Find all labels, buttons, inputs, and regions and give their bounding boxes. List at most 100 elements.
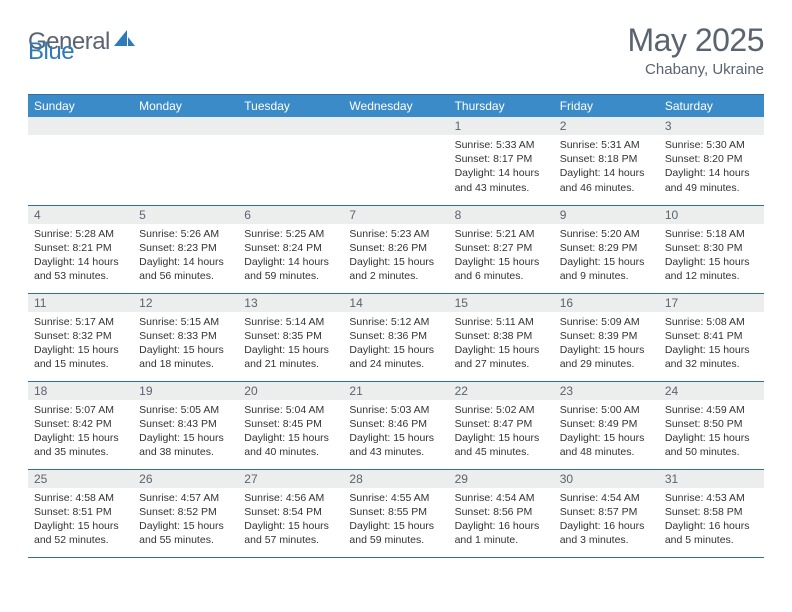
day-details: Sunrise: 5:09 AMSunset: 8:39 PMDaylight:… — [554, 312, 659, 376]
day-details: Sunrise: 5:17 AMSunset: 8:32 PMDaylight:… — [28, 312, 133, 376]
calendar-week-row: 11Sunrise: 5:17 AMSunset: 8:32 PMDayligh… — [28, 293, 764, 381]
day-header: Sunday — [28, 95, 133, 118]
day-number: 4 — [28, 206, 133, 224]
calendar-cell: 25Sunrise: 4:58 AMSunset: 8:51 PMDayligh… — [28, 469, 133, 557]
calendar-cell: 15Sunrise: 5:11 AMSunset: 8:38 PMDayligh… — [449, 293, 554, 381]
calendar-cell: 28Sunrise: 4:55 AMSunset: 8:55 PMDayligh… — [343, 469, 448, 557]
calendar-cell: 24Sunrise: 4:59 AMSunset: 8:50 PMDayligh… — [659, 381, 764, 469]
day-details: Sunrise: 5:05 AMSunset: 8:43 PMDaylight:… — [133, 400, 238, 464]
day-details: Sunrise: 5:11 AMSunset: 8:38 PMDaylight:… — [449, 312, 554, 376]
day-number: 26 — [133, 470, 238, 488]
day-number: 21 — [343, 382, 448, 400]
calendar-cell: 13Sunrise: 5:14 AMSunset: 8:35 PMDayligh… — [238, 293, 343, 381]
calendar-cell: 7Sunrise: 5:23 AMSunset: 8:26 PMDaylight… — [343, 205, 448, 293]
calendar-cell: 10Sunrise: 5:18 AMSunset: 8:30 PMDayligh… — [659, 205, 764, 293]
calendar-body: 1Sunrise: 5:33 AMSunset: 8:17 PMDaylight… — [28, 117, 764, 557]
day-number: 28 — [343, 470, 448, 488]
calendar-cell: 12Sunrise: 5:15 AMSunset: 8:33 PMDayligh… — [133, 293, 238, 381]
day-details: Sunrise: 4:57 AMSunset: 8:52 PMDaylight:… — [133, 488, 238, 552]
day-header: Wednesday — [343, 95, 448, 118]
calendar-week-row: 25Sunrise: 4:58 AMSunset: 8:51 PMDayligh… — [28, 469, 764, 557]
day-number: 20 — [238, 382, 343, 400]
day-number: 18 — [28, 382, 133, 400]
day-number: 10 — [659, 206, 764, 224]
day-number: 25 — [28, 470, 133, 488]
calendar-cell: 21Sunrise: 5:03 AMSunset: 8:46 PMDayligh… — [343, 381, 448, 469]
month-title: May 2025 — [627, 22, 764, 59]
day-details: Sunrise: 5:25 AMSunset: 8:24 PMDaylight:… — [238, 224, 343, 288]
day-details: Sunrise: 4:55 AMSunset: 8:55 PMDaylight:… — [343, 488, 448, 552]
calendar-week-row: 18Sunrise: 5:07 AMSunset: 8:42 PMDayligh… — [28, 381, 764, 469]
day-number: 22 — [449, 382, 554, 400]
day-details: Sunrise: 5:02 AMSunset: 8:47 PMDaylight:… — [449, 400, 554, 464]
day-details: Sunrise: 5:28 AMSunset: 8:21 PMDaylight:… — [28, 224, 133, 288]
day-number: 13 — [238, 294, 343, 312]
day-details: Sunrise: 5:33 AMSunset: 8:17 PMDaylight:… — [449, 135, 554, 199]
day-details: Sunrise: 4:54 AMSunset: 8:56 PMDaylight:… — [449, 488, 554, 552]
day-number: 27 — [238, 470, 343, 488]
calendar-cell: 20Sunrise: 5:04 AMSunset: 8:45 PMDayligh… — [238, 381, 343, 469]
day-details: Sunrise: 5:03 AMSunset: 8:46 PMDaylight:… — [343, 400, 448, 464]
day-number: 7 — [343, 206, 448, 224]
day-number: 8 — [449, 206, 554, 224]
day-header-row: Sunday Monday Tuesday Wednesday Thursday… — [28, 95, 764, 118]
calendar-cell: 18Sunrise: 5:07 AMSunset: 8:42 PMDayligh… — [28, 381, 133, 469]
day-details: Sunrise: 5:23 AMSunset: 8:26 PMDaylight:… — [343, 224, 448, 288]
empty-daynum — [133, 117, 238, 135]
day-header: Tuesday — [238, 95, 343, 118]
logo-word-2: Blue — [28, 38, 74, 65]
day-details: Sunrise: 5:18 AMSunset: 8:30 PMDaylight:… — [659, 224, 764, 288]
calendar-cell — [133, 117, 238, 205]
calendar-cell: 16Sunrise: 5:09 AMSunset: 8:39 PMDayligh… — [554, 293, 659, 381]
day-number: 15 — [449, 294, 554, 312]
empty-daynum — [343, 117, 448, 135]
day-details: Sunrise: 5:26 AMSunset: 8:23 PMDaylight:… — [133, 224, 238, 288]
calendar-cell: 2Sunrise: 5:31 AMSunset: 8:18 PMDaylight… — [554, 117, 659, 205]
day-header: Thursday — [449, 95, 554, 118]
day-number: 5 — [133, 206, 238, 224]
day-number: 17 — [659, 294, 764, 312]
day-details: Sunrise: 5:14 AMSunset: 8:35 PMDaylight:… — [238, 312, 343, 376]
calendar-cell — [28, 117, 133, 205]
day-details: Sunrise: 5:30 AMSunset: 8:20 PMDaylight:… — [659, 135, 764, 199]
day-header: Monday — [133, 95, 238, 118]
calendar-cell: 19Sunrise: 5:05 AMSunset: 8:43 PMDayligh… — [133, 381, 238, 469]
day-number: 1 — [449, 117, 554, 135]
calendar-cell: 27Sunrise: 4:56 AMSunset: 8:54 PMDayligh… — [238, 469, 343, 557]
calendar-cell: 11Sunrise: 5:17 AMSunset: 8:32 PMDayligh… — [28, 293, 133, 381]
day-header: Saturday — [659, 95, 764, 118]
day-details: Sunrise: 5:12 AMSunset: 8:36 PMDaylight:… — [343, 312, 448, 376]
calendar-cell — [238, 117, 343, 205]
calendar-cell: 6Sunrise: 5:25 AMSunset: 8:24 PMDaylight… — [238, 205, 343, 293]
day-details: Sunrise: 5:04 AMSunset: 8:45 PMDaylight:… — [238, 400, 343, 464]
day-details: Sunrise: 4:54 AMSunset: 8:57 PMDaylight:… — [554, 488, 659, 552]
day-number: 16 — [554, 294, 659, 312]
day-details: Sunrise: 5:00 AMSunset: 8:49 PMDaylight:… — [554, 400, 659, 464]
day-details: Sunrise: 4:56 AMSunset: 8:54 PMDaylight:… — [238, 488, 343, 552]
calendar-cell: 22Sunrise: 5:02 AMSunset: 8:47 PMDayligh… — [449, 381, 554, 469]
day-number: 14 — [343, 294, 448, 312]
day-number: 29 — [449, 470, 554, 488]
day-details: Sunrise: 4:53 AMSunset: 8:58 PMDaylight:… — [659, 488, 764, 552]
calendar-cell: 26Sunrise: 4:57 AMSunset: 8:52 PMDayligh… — [133, 469, 238, 557]
day-header: Friday — [554, 95, 659, 118]
day-details: Sunrise: 4:59 AMSunset: 8:50 PMDaylight:… — [659, 400, 764, 464]
calendar-cell: 9Sunrise: 5:20 AMSunset: 8:29 PMDaylight… — [554, 205, 659, 293]
calendar-cell: 4Sunrise: 5:28 AMSunset: 8:21 PMDaylight… — [28, 205, 133, 293]
day-number: 3 — [659, 117, 764, 135]
day-number: 30 — [554, 470, 659, 488]
calendar-cell: 14Sunrise: 5:12 AMSunset: 8:36 PMDayligh… — [343, 293, 448, 381]
day-number: 23 — [554, 382, 659, 400]
calendar-week-row: 1Sunrise: 5:33 AMSunset: 8:17 PMDaylight… — [28, 117, 764, 205]
day-number: 6 — [238, 206, 343, 224]
calendar-cell: 1Sunrise: 5:33 AMSunset: 8:17 PMDaylight… — [449, 117, 554, 205]
day-details: Sunrise: 5:21 AMSunset: 8:27 PMDaylight:… — [449, 224, 554, 288]
day-details: Sunrise: 5:07 AMSunset: 8:42 PMDaylight:… — [28, 400, 133, 464]
title-block: May 2025 Chabany, Ukraine — [627, 22, 764, 78]
location: Chabany, Ukraine — [627, 61, 764, 78]
day-details: Sunrise: 5:20 AMSunset: 8:29 PMDaylight:… — [554, 224, 659, 288]
day-number: 2 — [554, 117, 659, 135]
empty-daynum — [28, 117, 133, 135]
day-number: 19 — [133, 382, 238, 400]
calendar-cell: 29Sunrise: 4:54 AMSunset: 8:56 PMDayligh… — [449, 469, 554, 557]
